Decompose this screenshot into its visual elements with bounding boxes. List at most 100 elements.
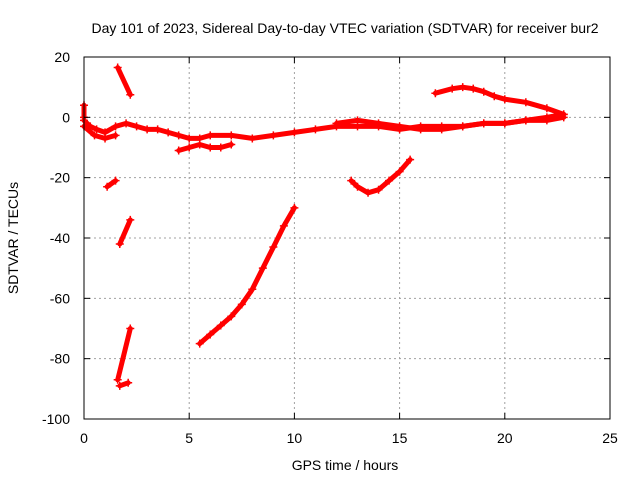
series-spike-mid-2 xyxy=(117,217,133,247)
data-point xyxy=(490,92,499,101)
data-point xyxy=(416,125,425,134)
y-tick-label: 20 xyxy=(54,49,70,65)
data-point xyxy=(521,98,530,107)
data-point xyxy=(500,119,509,128)
data-point xyxy=(521,116,530,125)
series-upper-arc xyxy=(432,84,567,117)
grid-layer xyxy=(84,57,610,419)
x-tick-label: 15 xyxy=(392,430,408,446)
data-point xyxy=(113,63,122,72)
data-point xyxy=(374,119,383,128)
data-point xyxy=(132,122,141,131)
data-point xyxy=(269,131,278,140)
data-point xyxy=(90,131,99,140)
data-point xyxy=(92,125,101,134)
data-point xyxy=(101,134,110,143)
data-point xyxy=(290,203,299,212)
series-spike-mid xyxy=(104,178,119,190)
series-spike-low xyxy=(115,326,133,383)
y-tick-label: 0 xyxy=(62,109,70,125)
data-point xyxy=(143,125,152,134)
data-point xyxy=(111,122,120,131)
data-point xyxy=(237,300,246,309)
series-spike-high xyxy=(115,65,133,98)
data-point xyxy=(206,131,215,140)
data-point xyxy=(364,188,373,197)
data-point xyxy=(185,134,194,143)
data-point xyxy=(164,128,173,137)
data-point xyxy=(332,119,341,128)
data-point xyxy=(153,125,162,134)
data-point xyxy=(458,122,467,131)
x-tick-label: 10 xyxy=(287,430,303,446)
data-point xyxy=(216,321,225,330)
data-point xyxy=(559,110,568,119)
data-point xyxy=(248,134,257,143)
data-point xyxy=(542,113,551,122)
data-point xyxy=(174,131,183,140)
data-point xyxy=(458,83,467,92)
data-point xyxy=(258,264,267,273)
x-axis-label: GPS time / hours xyxy=(292,457,399,473)
data-point xyxy=(431,89,440,98)
tick-layer: 0 5 10 15 20 25 -100 -80 -60 -40 -20 0 20 xyxy=(42,49,618,446)
data-point xyxy=(406,155,415,164)
data-point xyxy=(448,84,457,93)
data-point xyxy=(395,167,404,176)
data-point xyxy=(122,119,131,128)
data-point xyxy=(353,182,362,191)
data-point xyxy=(437,125,446,134)
data-point xyxy=(279,221,288,230)
data-point xyxy=(500,95,509,104)
data-point xyxy=(113,375,122,384)
data-point xyxy=(385,176,394,185)
data-point xyxy=(227,131,236,140)
data-point xyxy=(174,146,183,155)
y-tick-label: -40 xyxy=(50,230,70,246)
data-point xyxy=(126,324,135,333)
data-point xyxy=(126,90,135,99)
data-point xyxy=(374,185,383,194)
data-point xyxy=(111,131,120,140)
y-tick-label: -60 xyxy=(50,290,70,306)
data-point xyxy=(216,143,225,152)
data-point xyxy=(195,339,204,348)
data-point xyxy=(206,143,215,152)
data-point xyxy=(103,182,112,191)
data-point xyxy=(542,104,551,113)
x-tick-label: 0 xyxy=(80,430,88,446)
data-point xyxy=(115,381,124,390)
y-tick-label: -100 xyxy=(42,411,70,427)
chart-title: Day 101 of 2023, Sidereal Day-to-day VTE… xyxy=(91,20,598,36)
x-tick-label: 25 xyxy=(602,430,618,446)
y-tick-label: -20 xyxy=(50,170,70,186)
data-point xyxy=(269,243,278,252)
data-point xyxy=(353,116,362,125)
data-point xyxy=(124,378,133,387)
data-point xyxy=(395,122,404,131)
data-point xyxy=(469,84,478,93)
series-layer xyxy=(80,63,568,390)
data-point xyxy=(227,140,236,149)
series-steep-rise xyxy=(197,205,297,347)
data-point xyxy=(290,128,299,137)
y-tick-label: -80 xyxy=(50,351,70,367)
data-point xyxy=(479,87,488,96)
y-axis-label: SDTVAR / TECUs xyxy=(5,182,21,294)
data-point xyxy=(311,125,320,134)
data-point xyxy=(195,140,204,149)
data-point xyxy=(126,215,135,224)
data-point xyxy=(227,312,236,321)
series-lower-band xyxy=(81,123,119,141)
data-point xyxy=(248,285,257,294)
x-tick-label: 20 xyxy=(497,430,513,446)
data-point xyxy=(115,240,124,249)
data-point xyxy=(111,176,120,185)
data-point xyxy=(206,330,215,339)
data-point xyxy=(479,119,488,128)
data-point xyxy=(185,143,194,152)
x-tick-label: 5 xyxy=(185,430,193,446)
data-point xyxy=(347,176,356,185)
